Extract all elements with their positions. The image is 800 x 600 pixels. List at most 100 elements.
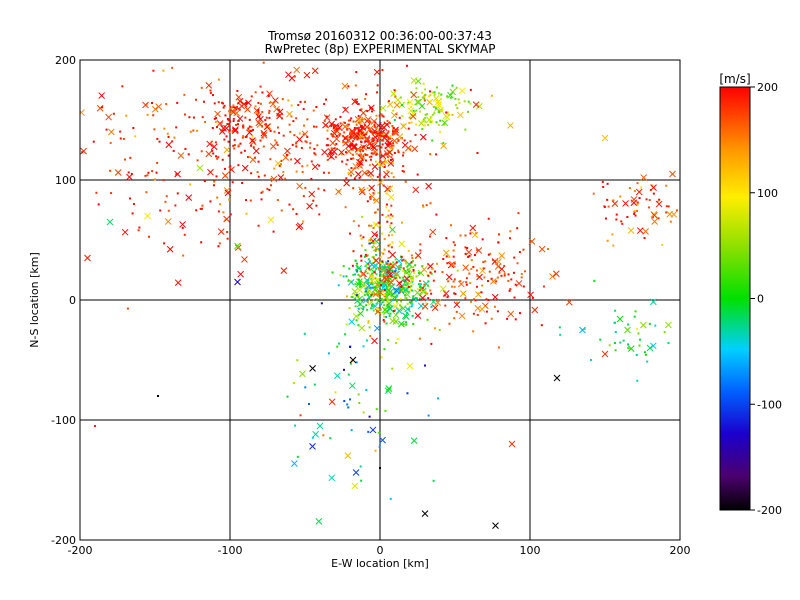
data-point-dot	[131, 212, 134, 215]
data-point-dot	[386, 297, 389, 300]
data-point-dot	[262, 61, 265, 64]
data-point-dot	[633, 212, 636, 215]
data-point-dot	[365, 138, 368, 141]
data-point-dot	[164, 200, 167, 203]
data-point-dot	[364, 159, 367, 162]
data-point-dot	[280, 117, 283, 120]
data-point-dot	[364, 287, 367, 290]
data-point-dot	[335, 142, 338, 145]
data-point-dot	[408, 116, 411, 119]
data-point-dot	[263, 174, 266, 177]
data-point-dot	[204, 120, 207, 123]
data-point-dot	[215, 117, 218, 120]
data-point-cross	[498, 252, 506, 260]
data-point-cross	[384, 185, 391, 193]
data-point-dot	[367, 262, 370, 265]
data-point-dot	[183, 233, 186, 236]
data-point-dot	[292, 120, 295, 123]
data-point-cross	[144, 212, 151, 220]
data-point-dot	[317, 187, 320, 190]
data-point-dot	[343, 131, 346, 134]
data-point-dot	[380, 162, 383, 165]
data-point-dot	[357, 148, 360, 151]
data-point-dot	[387, 277, 390, 280]
data-point-dot	[303, 332, 306, 335]
data-point-dot	[282, 134, 285, 137]
data-point-dot	[387, 244, 390, 247]
data-point-dot	[468, 254, 471, 257]
data-point-cross	[218, 128, 226, 135]
data-point-dot	[360, 255, 363, 258]
data-point-cross	[343, 179, 350, 187]
data-point-dot	[393, 89, 396, 92]
data-point-dot	[365, 263, 368, 266]
data-point-cross	[386, 149, 393, 156]
data-point-dot	[392, 109, 395, 112]
data-point-dot	[236, 123, 239, 126]
data-point-dot	[334, 391, 337, 394]
data-point-dot	[407, 249, 410, 252]
data-point-cross	[414, 252, 422, 259]
data-point-dot	[387, 214, 390, 217]
data-point-dot	[152, 69, 155, 72]
data-point-dot	[362, 284, 365, 287]
colorbar-tick-label: -100	[757, 398, 782, 411]
data-point-dot	[363, 255, 366, 258]
data-point-dot	[592, 192, 595, 195]
data-point-cross	[386, 271, 394, 278]
data-point-dot	[418, 337, 421, 340]
data-point-dot	[127, 171, 130, 174]
data-point-dot	[166, 132, 169, 135]
data-point-dot	[431, 268, 434, 271]
data-point-cross	[352, 312, 360, 320]
data-point-dot	[358, 402, 361, 405]
data-point-dot	[513, 296, 516, 299]
data-point-cross	[312, 430, 319, 438]
data-point-dot	[387, 286, 390, 289]
data-point-dot	[394, 95, 397, 98]
data-point-dot	[482, 261, 485, 264]
data-point-dot	[415, 123, 418, 126]
data-point-dot	[402, 323, 405, 326]
data-point-dot	[312, 109, 315, 112]
data-point-dot	[357, 278, 360, 281]
data-point-dot	[432, 279, 435, 282]
data-point-dot	[97, 203, 100, 206]
data-point-cross	[494, 263, 502, 270]
data-point-dot	[365, 126, 368, 129]
data-point-cross	[414, 312, 422, 320]
data-point-dot	[230, 106, 233, 109]
data-point-cross	[399, 305, 407, 312]
data-point-dot	[371, 142, 374, 145]
data-point-dot	[381, 69, 384, 72]
data-point-cross	[341, 123, 349, 131]
data-point-cross	[372, 257, 380, 264]
data-point-dot	[621, 222, 624, 225]
data-point-dot	[315, 204, 318, 207]
data-point-dot	[390, 172, 393, 175]
data-point-dot	[342, 275, 345, 278]
data-point-cross	[249, 156, 257, 164]
data-point-dot	[362, 236, 365, 239]
data-point-dot	[268, 112, 271, 115]
data-point-dot	[147, 235, 150, 238]
data-point-dot	[403, 272, 406, 275]
data-point-dot	[119, 137, 122, 140]
data-point-dot	[441, 271, 444, 274]
data-point-dot	[424, 93, 427, 96]
data-point-cross	[234, 278, 241, 286]
data-point-cross	[498, 265, 506, 273]
data-point-dot	[663, 331, 666, 334]
data-point-dot	[485, 310, 488, 313]
data-point-dot	[375, 223, 378, 226]
data-point-dot	[246, 102, 249, 105]
data-point-cross	[205, 150, 213, 158]
data-point-dot	[427, 280, 430, 283]
data-point-dot	[369, 197, 372, 200]
data-point-dot	[221, 101, 224, 104]
data-point-cross	[301, 130, 309, 138]
data-point-dot	[326, 137, 329, 140]
data-point-dot	[455, 86, 458, 89]
data-point-cross	[420, 288, 427, 296]
data-point-dot	[132, 203, 135, 206]
